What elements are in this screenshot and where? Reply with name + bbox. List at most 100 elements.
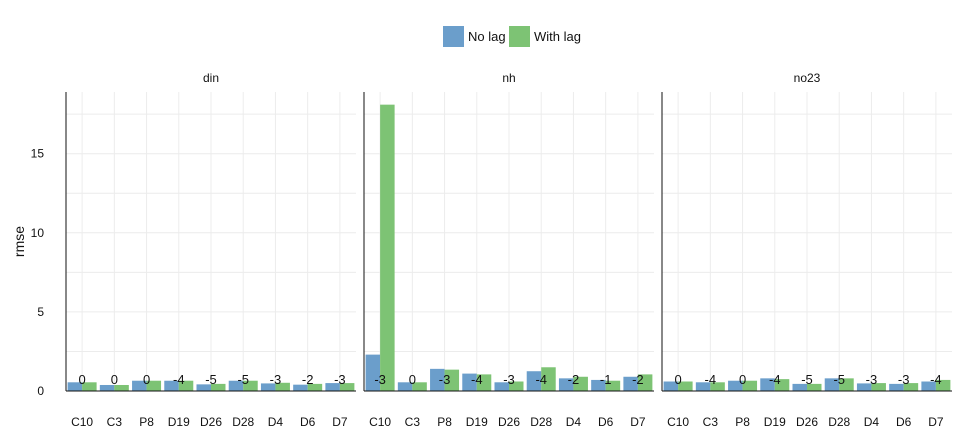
x-tick-label: D6: [598, 415, 614, 429]
bar-with-lag: [339, 383, 355, 391]
x-tick-label: P8: [437, 415, 452, 429]
x-tick-label: D7: [928, 415, 944, 429]
bar-with-lag: [742, 380, 758, 391]
x-tick-label: D6: [896, 415, 912, 429]
lag-label: -4: [705, 372, 717, 387]
legend-label-no-lag: No lag: [468, 29, 506, 44]
legend-label-with-lag: With lag: [534, 29, 581, 44]
lag-label: -4: [471, 372, 483, 387]
bar-no-lag: [558, 378, 574, 391]
bar-no-lag: [921, 381, 936, 391]
bar-with-lag: [444, 369, 460, 391]
bar-no-lag: [591, 379, 606, 391]
x-tick-label: D26: [796, 415, 818, 429]
lag-label: -2: [568, 372, 580, 387]
bar-no-lag: [67, 382, 83, 391]
panel-title: no23: [794, 71, 821, 85]
bar-no-lag: [99, 384, 115, 391]
bar-with-lag: [573, 376, 588, 391]
bar-no-lag: [824, 378, 840, 391]
x-tick-label: C3: [703, 415, 719, 429]
x-tick-label: C3: [107, 415, 123, 429]
lag-label: -2: [302, 372, 314, 387]
bar-no-lag: [293, 384, 308, 391]
legend-swatch-with-lag: [509, 26, 530, 47]
y-tick-label: 5: [37, 305, 44, 319]
bar-no-lag: [325, 383, 340, 391]
panel-title: din: [203, 71, 219, 85]
lag-label: 0: [78, 372, 85, 387]
x-tick-label: P8: [139, 415, 154, 429]
x-tick-label: P8: [735, 415, 750, 429]
legend-swatch-no-lag: [443, 26, 464, 47]
bar-no-lag: [856, 383, 872, 391]
x-tick-label: D28: [232, 415, 254, 429]
bar-no-lag: [792, 383, 807, 391]
lag-label: -3: [898, 372, 910, 387]
x-tick-label: D4: [566, 415, 582, 429]
x-tick-label: D4: [268, 415, 284, 429]
bar-no-lag: [695, 382, 711, 391]
bar-with-lag: [807, 383, 822, 391]
bar-with-lag: [412, 382, 427, 391]
x-tick-label: D28: [828, 415, 850, 429]
bar-with-lag: [509, 381, 524, 391]
lag-label: -5: [833, 372, 845, 387]
x-tick-label: D19: [168, 415, 190, 429]
lag-label: -3: [334, 372, 346, 387]
lag-label: -5: [205, 372, 217, 387]
bar-with-lag: [637, 374, 653, 391]
bar-no-lag: [663, 381, 679, 391]
bar-with-lag: [839, 378, 854, 391]
bar-with-lag: [243, 380, 258, 391]
bar-with-lag: [605, 380, 621, 391]
bar-with-lag: [871, 383, 886, 391]
bar-no-lag: [494, 382, 509, 391]
bar-no-lag: [164, 380, 179, 391]
lag-label: -3: [866, 372, 878, 387]
x-tick-label: C10: [369, 415, 391, 429]
lag-label: -4: [930, 372, 942, 387]
x-tick-label: D4: [864, 415, 880, 429]
bar-with-lag: [541, 367, 556, 391]
x-tick-label: D7: [630, 415, 646, 429]
lag-label: 0: [111, 372, 118, 387]
lag-label: 0: [674, 372, 681, 387]
x-tick-label: D28: [530, 415, 552, 429]
bar-no-lag: [760, 378, 775, 391]
x-tick-label: D19: [466, 415, 488, 429]
bar-no-lag: [430, 368, 445, 391]
y-tick-label: 0: [37, 384, 44, 398]
bar-no-lag: [728, 380, 743, 391]
bar-no-lag: [462, 373, 477, 391]
bar-no-lag: [526, 371, 542, 391]
y-tick-label: 15: [31, 147, 45, 161]
bar-with-lag: [380, 104, 395, 392]
lag-label: -4: [535, 372, 547, 387]
bar-no-lag: [196, 384, 211, 391]
bar-no-lag: [889, 383, 904, 391]
bar-no-lag: [365, 354, 381, 391]
lag-label: -5: [801, 372, 813, 387]
bar-no-lag: [397, 382, 413, 391]
x-tick-label: D19: [764, 415, 786, 429]
bar-with-lag: [114, 384, 129, 391]
lag-label: 0: [739, 372, 746, 387]
x-tick-label: C3: [405, 415, 421, 429]
x-tick-label: D26: [200, 415, 222, 429]
bar-with-lag: [178, 380, 194, 391]
bar-no-lag: [132, 380, 147, 391]
lag-label: -3: [270, 372, 282, 387]
x-tick-label: D26: [498, 415, 520, 429]
bar-with-lag: [476, 374, 492, 391]
bar-with-lag: [935, 379, 951, 391]
bar-with-lag: [146, 380, 162, 391]
bar-with-lag: [275, 382, 290, 391]
x-tick-label: C10: [71, 415, 93, 429]
x-tick-label: C10: [667, 415, 689, 429]
lag-label: 0: [409, 372, 416, 387]
lag-label: -4: [769, 372, 781, 387]
lag-label: -3: [503, 372, 515, 387]
lag-label: -5: [237, 372, 249, 387]
